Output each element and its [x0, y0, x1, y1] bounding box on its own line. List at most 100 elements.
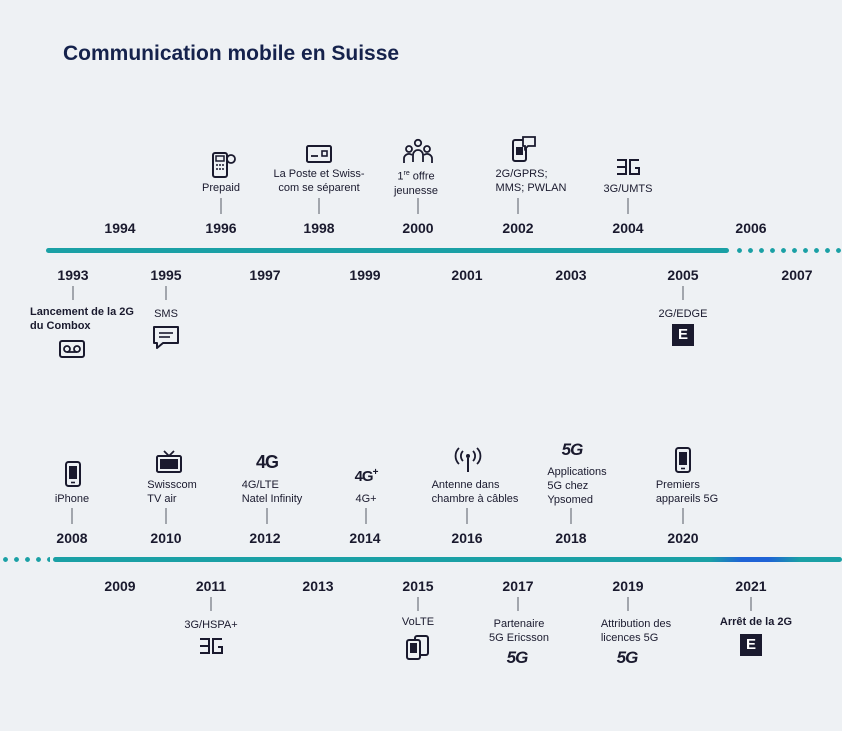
year-label: 2018	[555, 530, 587, 546]
event-tick	[627, 597, 629, 611]
year-label: 2005	[667, 267, 699, 283]
event-label-num: 1	[397, 170, 404, 183]
people-group-icon	[403, 138, 433, 163]
event-label: 4G/LTE Natel Infinity	[241, 479, 303, 505]
year-label: 2012	[249, 530, 281, 546]
event-tick	[417, 198, 419, 214]
event-tick	[517, 597, 519, 611]
year-label: 1996	[205, 220, 237, 236]
smartphone-icon	[65, 461, 81, 487]
year-label: 2011	[195, 578, 227, 594]
year-label: 2013	[302, 578, 334, 594]
page-title: Communication mobile en Suisse	[63, 42, 400, 65]
event-label-line2: jeunesse	[393, 184, 439, 197]
event-tick	[72, 286, 74, 300]
voicemail-icon	[59, 340, 85, 358]
4g-plus-icon-sup: +	[372, 467, 379, 478]
4g-plus-icon: 4G+	[354, 467, 379, 485]
event-label-sup: re	[403, 170, 410, 177]
4g-plus-icon-text: 4G	[354, 468, 374, 485]
event-tick	[627, 198, 629, 214]
year-label: 2010	[150, 530, 182, 546]
event-label: Prepaid	[202, 182, 240, 194]
event-tick	[210, 597, 212, 611]
event-tick	[517, 198, 519, 214]
event-label: Lancement de la 2G du Combox	[30, 306, 134, 332]
year-label: 2003	[555, 267, 587, 283]
5g-licence-icon: 5G	[616, 648, 639, 667]
event-tick	[71, 508, 73, 524]
year-label: 1994	[104, 220, 136, 236]
5g-icon: 5G	[561, 440, 584, 459]
event-label: iPhone	[54, 493, 90, 505]
event-label: Antenne dans chambre à câbles	[431, 479, 519, 505]
year-label: 2006	[735, 220, 767, 236]
event-label: 2G/EDGE	[658, 308, 708, 320]
event-label: 1re offre jeunesse	[394, 167, 438, 198]
timeline-1-line	[46, 248, 729, 253]
year-label: 1993	[57, 267, 89, 283]
year-label: 1997	[249, 267, 281, 283]
event-label: La Poste et Swiss- com se séparent	[273, 168, 365, 194]
event-label-rest: offre	[409, 170, 435, 183]
event-tick	[682, 286, 684, 300]
event-tick	[365, 508, 367, 524]
year-label: 2014	[349, 530, 381, 546]
timeline-2-dots	[0, 557, 50, 562]
event-label: Applications 5G chez Ypsomed	[547, 466, 607, 506]
sms-bubble-icon	[153, 326, 179, 349]
event-tick	[220, 198, 222, 214]
event-tick	[466, 508, 468, 524]
3g-hspa-icon	[200, 638, 223, 654]
timeline-1-dots	[734, 248, 842, 253]
year-label: 2021	[735, 578, 767, 594]
year-label: 1999	[349, 267, 381, 283]
antenna-icon	[454, 447, 482, 472]
3g-icon	[617, 159, 640, 175]
event-label: Attribution des licences 5G	[600, 618, 672, 644]
smartphone-5g-icon	[675, 447, 691, 473]
event-tick	[165, 508, 167, 524]
year-label: 2002	[502, 220, 534, 236]
event-label: 3G/UMTS	[603, 183, 653, 195]
year-label: 2004	[612, 220, 644, 236]
event-tick	[682, 508, 684, 524]
timeline-2-highlight	[710, 557, 800, 562]
year-label: 1995	[150, 267, 182, 283]
2g-shutdown-e-icon: E	[740, 634, 762, 656]
year-label: 2001	[451, 267, 483, 283]
5g-ericsson-icon: 5G	[506, 648, 529, 667]
event-label: Swisscom TV air	[147, 479, 197, 505]
event-tick	[417, 597, 419, 611]
timeline-2-line	[53, 557, 842, 562]
year-label: 2015	[402, 578, 434, 594]
year-label: 2000	[402, 220, 434, 236]
year-label: 2017	[502, 578, 534, 594]
year-label: 2020	[667, 530, 699, 546]
edge-e-icon: E	[672, 324, 694, 346]
event-tick	[318, 198, 320, 214]
event-tick	[750, 597, 752, 611]
event-tick	[266, 508, 268, 524]
year-label: 2007	[781, 267, 813, 283]
event-label: 3G/HSPA+	[184, 619, 238, 631]
volte-phones-icon	[406, 635, 429, 660]
event-label: 2G/GPRS; MMS; PWLAN	[495, 168, 567, 194]
year-label: 2019	[612, 578, 644, 594]
event-tick	[165, 286, 167, 300]
event-label: VoLTE	[401, 616, 435, 628]
phone-message-icon	[512, 136, 536, 162]
4g-icon: 4G	[255, 452, 279, 472]
event-label: SMS	[154, 308, 178, 320]
year-label: 2008	[56, 530, 88, 546]
year-label: 1998	[303, 220, 335, 236]
year-label: 2009	[104, 578, 136, 594]
event-label: Arrêt de la 2G	[719, 616, 793, 628]
id-card-icon	[306, 145, 332, 163]
prepaid-phone-icon	[212, 152, 236, 178]
year-label: 2016	[451, 530, 483, 546]
tv-icon	[156, 450, 182, 473]
event-label: 4G+	[355, 493, 377, 505]
event-label: Partenaire 5G Ericsson	[489, 618, 549, 644]
event-tick	[570, 508, 572, 524]
